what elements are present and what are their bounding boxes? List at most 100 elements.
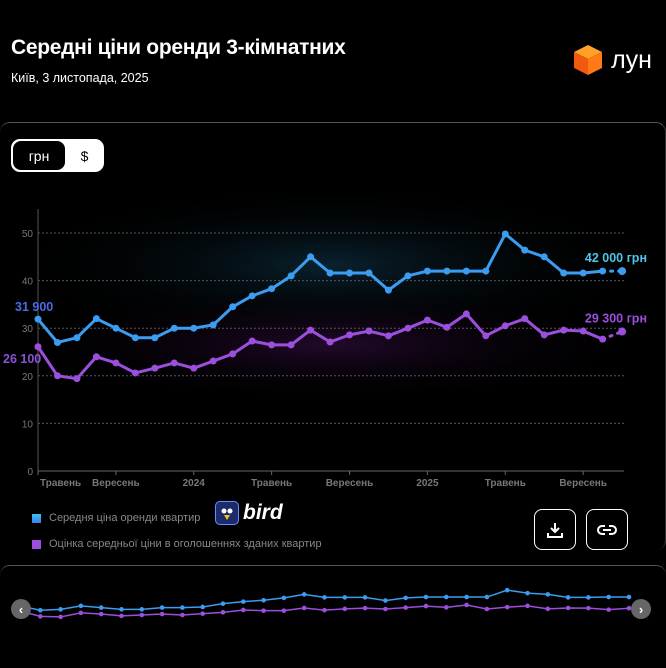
currency-toggle[interactable]: грн $ xyxy=(11,139,104,172)
legend-item[interactable]: Середня ціна оренди квартир xyxy=(32,505,322,531)
navigator-point xyxy=(322,607,327,613)
navigator-point xyxy=(78,603,84,609)
series-start-label: 31 900 xyxy=(15,300,53,314)
navigator-point xyxy=(565,595,571,600)
navigator-point xyxy=(586,605,591,611)
data-point xyxy=(151,364,159,372)
navigator-point xyxy=(139,612,145,618)
data-point xyxy=(131,334,139,342)
navigator-point xyxy=(606,607,611,612)
legend-swatch xyxy=(32,539,41,549)
data-point xyxy=(307,326,315,334)
x-tick-label: Травень xyxy=(485,478,526,489)
navigator-point xyxy=(281,608,287,613)
data-point xyxy=(540,331,548,339)
navigator-point xyxy=(159,605,165,610)
data-point xyxy=(579,327,587,335)
navigator-point xyxy=(261,608,266,613)
copy-link-button[interactable] xyxy=(586,509,628,550)
x-tick-label: 2024 xyxy=(183,478,206,489)
data-point xyxy=(346,331,354,339)
navigator-point xyxy=(362,595,368,600)
data-point xyxy=(170,324,178,332)
data-point xyxy=(501,230,509,238)
data-point xyxy=(112,359,120,367)
data-point xyxy=(462,310,470,318)
navigator-point xyxy=(383,606,388,612)
data-point xyxy=(190,324,198,332)
scroll-right-button[interactable]: › xyxy=(631,599,651,619)
data-point xyxy=(384,332,392,340)
currency-uah-option[interactable]: грн xyxy=(13,141,65,170)
download-button[interactable] xyxy=(534,509,576,550)
navigator-point xyxy=(200,611,205,616)
navigator-point xyxy=(241,607,246,613)
x-tick-label: 2025 xyxy=(416,478,439,489)
navigator-point xyxy=(444,594,449,600)
legend-item[interactable]: Оцінка середньої ціни в оголошеннях здан… xyxy=(32,531,322,557)
data-point xyxy=(248,292,256,300)
data-point xyxy=(560,326,568,334)
x-tick-label: Вересень xyxy=(559,478,607,489)
bird-icon xyxy=(215,501,239,525)
data-point xyxy=(540,253,548,261)
data-point xyxy=(501,322,509,330)
data-point xyxy=(287,341,295,349)
navigator-point xyxy=(504,587,510,593)
range-navigator[interactable] xyxy=(0,565,666,662)
navigator-point xyxy=(423,603,429,609)
navigator-point xyxy=(139,607,145,612)
data-point xyxy=(326,338,334,346)
data-point xyxy=(53,372,61,380)
series-start-label: 26 100 xyxy=(3,352,41,366)
data-point xyxy=(443,323,451,331)
data-point xyxy=(423,267,431,275)
navigator-point xyxy=(362,605,368,611)
data-point xyxy=(599,267,607,275)
navigator-point xyxy=(58,607,63,612)
scroll-left-button[interactable]: ‹ xyxy=(11,599,31,619)
data-point xyxy=(92,353,100,361)
data-point xyxy=(560,269,568,277)
navigator-point xyxy=(606,594,611,600)
navigator-point xyxy=(545,606,551,612)
data-point xyxy=(34,315,42,323)
y-tick-label: 40 xyxy=(22,277,34,288)
navigator-point xyxy=(504,604,510,610)
bird-sponsor-logo: bird xyxy=(215,501,283,525)
x-tick-label: Вересень xyxy=(92,478,140,489)
data-point xyxy=(268,341,276,349)
navigator-point xyxy=(626,605,632,611)
chevron-left-icon: ‹ xyxy=(18,601,24,617)
data-point xyxy=(521,315,529,323)
navigator-point xyxy=(119,613,124,619)
data-point xyxy=(209,321,217,329)
logo-text: лун xyxy=(611,45,652,74)
navigator-point xyxy=(484,594,490,600)
currency-usd-option[interactable]: $ xyxy=(80,147,89,164)
navigator-point xyxy=(180,605,185,610)
data-point xyxy=(248,337,256,345)
legend-label: Оцінка середньої ціни в оголошеннях здан… xyxy=(49,538,322,550)
data-point xyxy=(53,338,61,346)
data-point xyxy=(229,303,237,311)
navigator-point xyxy=(220,601,226,606)
data-point xyxy=(404,272,412,280)
data-point xyxy=(579,269,587,277)
lun-logo: лун xyxy=(573,44,652,76)
y-tick-label: 10 xyxy=(22,419,34,430)
data-point xyxy=(618,267,627,276)
y-tick-label: 50 xyxy=(22,229,34,240)
navigator-point xyxy=(98,611,104,617)
x-tick-label: Вересень xyxy=(326,478,374,489)
data-point xyxy=(229,350,237,358)
chart-legend: Середня ціна оренди квартир Оцінка серед… xyxy=(32,505,322,557)
data-point xyxy=(34,343,42,351)
navigator-point xyxy=(626,594,632,600)
navigator-point xyxy=(423,594,429,600)
data-point xyxy=(131,369,139,377)
data-point xyxy=(423,316,431,324)
navigator-point xyxy=(586,595,591,600)
data-point xyxy=(365,327,373,335)
legend-label: Середня ціна оренди квартир xyxy=(49,512,201,524)
